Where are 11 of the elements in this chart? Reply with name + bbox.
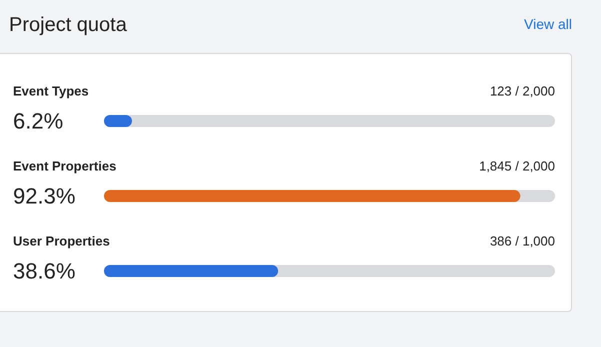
y-tick-label: Event Properties: [13, 158, 116, 174]
data-label: 38.6%: [13, 258, 76, 284]
text: View all: [524, 16, 572, 32]
data-label: 6.2%: [13, 108, 64, 134]
y-tick-label: User Properties: [13, 234, 110, 248]
y-tick-label: Event Types: [13, 84, 89, 98]
annotation: 123 / 2,000: [490, 84, 555, 98]
annotation: 386 / 1,000: [490, 234, 555, 248]
data-label: 92.3%: [13, 184, 76, 208]
annotation: 1,845 / 2,000: [479, 158, 555, 174]
chart-title: Project quota: [9, 14, 128, 36]
